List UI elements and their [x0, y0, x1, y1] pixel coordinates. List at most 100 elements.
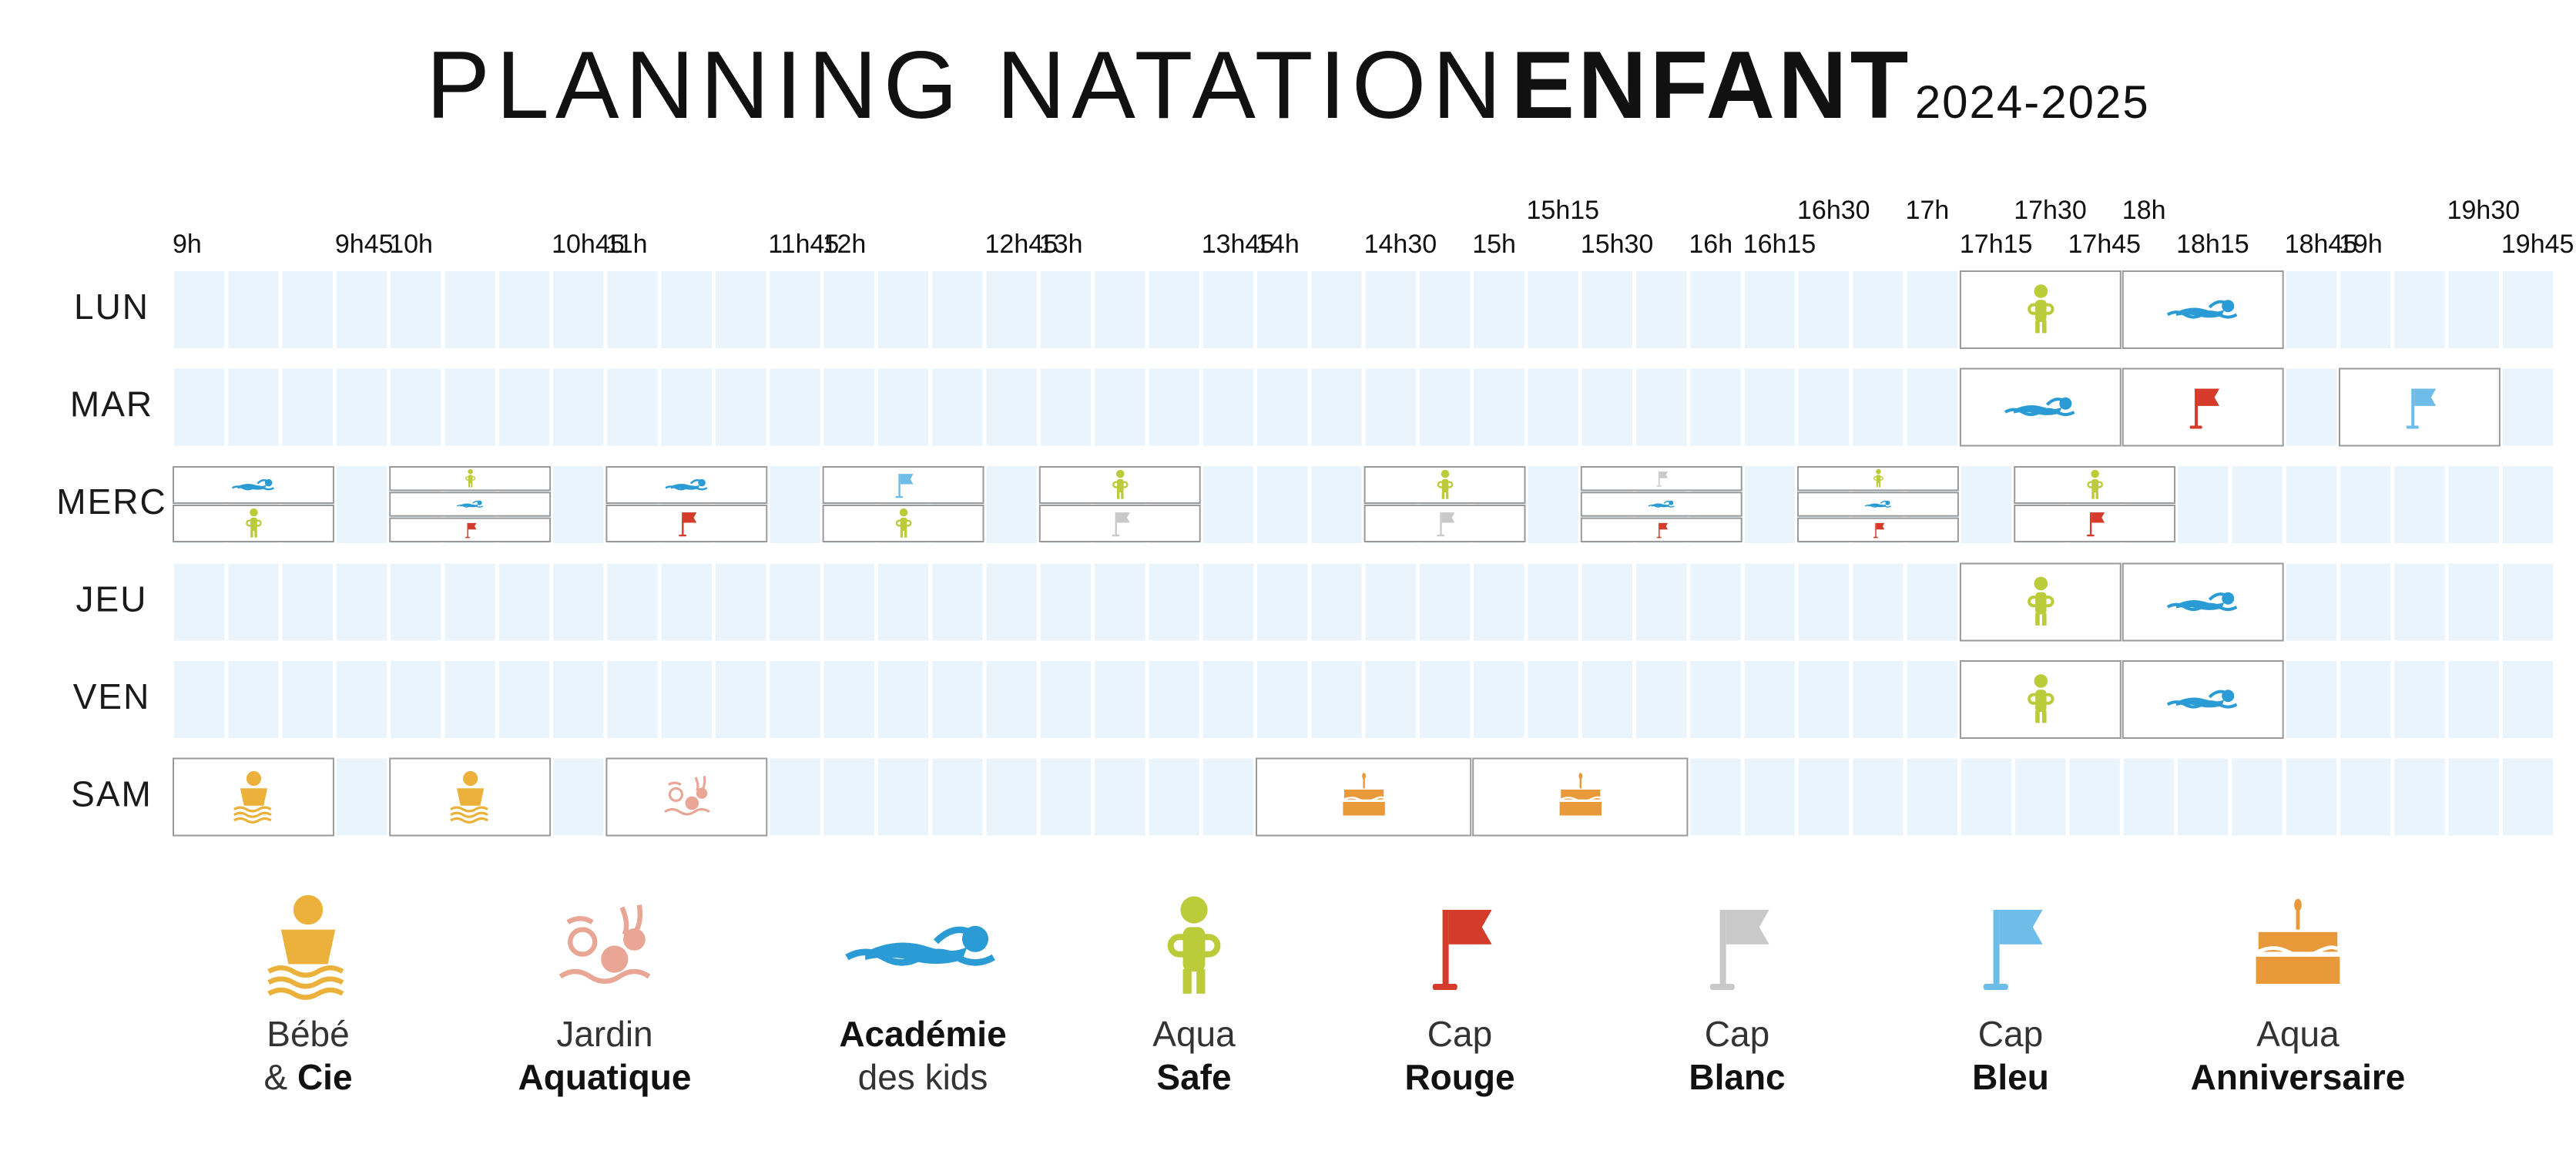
- grid-cell: [1799, 661, 1850, 738]
- grid-cell: [1040, 368, 1092, 446]
- baby-icon: [450, 770, 488, 824]
- white-flag-icon: [1656, 471, 1669, 487]
- grid-cell: [1581, 368, 1633, 446]
- grid-cell: [2286, 661, 2336, 738]
- legend-label: Bébé: [267, 1014, 350, 1054]
- legend-line1: Cap: [1321, 1012, 1598, 1055]
- day-label: MERC: [56, 482, 166, 522]
- float-ring-icon: [2087, 469, 2103, 499]
- grid-cell: [2178, 758, 2229, 836]
- grid-cell: [2502, 466, 2554, 543]
- grid-cell: [1907, 661, 1957, 738]
- baby-icon: [233, 770, 272, 824]
- grid-cell: [2286, 466, 2336, 543]
- session-rouge: [1797, 517, 1959, 543]
- grid-cell: [716, 271, 766, 348]
- grid-cell: [770, 466, 820, 543]
- grid-cell: [336, 661, 387, 738]
- grid-cell: [1311, 661, 1362, 738]
- legend-line1: Cap: [1872, 1012, 2149, 1055]
- grid-cell: [2448, 661, 2499, 738]
- grid-cell: [2178, 466, 2229, 543]
- grid-cell: [2123, 758, 2175, 836]
- grid-cell: [336, 368, 387, 446]
- blue-flag-icon: [1872, 886, 2149, 1002]
- swimmer-icon: [1864, 500, 1892, 508]
- time-label: 14h30: [1364, 230, 1437, 259]
- grid-cell: [2394, 661, 2445, 738]
- grid-cell: [1744, 758, 1795, 836]
- grid-cell: [498, 368, 550, 446]
- legend-label-bold: Anniversaire: [2190, 1057, 2406, 1097]
- grid-cell: [1419, 368, 1471, 446]
- grid-cell: [444, 271, 495, 348]
- grid-cell: [1257, 368, 1308, 446]
- grid-cell: [2340, 758, 2391, 836]
- page-title: PLANNING NATATION ENFANT 2024-2025: [0, 31, 2576, 140]
- float-ring-icon: [2028, 284, 2054, 334]
- grid-cell: [2448, 271, 2499, 348]
- legend-item-academie: Académie des kids: [784, 886, 1062, 1099]
- red-flag-icon: [465, 522, 477, 539]
- grid-cell: [2340, 563, 2391, 641]
- legend-line2: Safe: [1055, 1055, 1333, 1099]
- legend-item-rouge: Cap Rouge: [1321, 886, 1598, 1099]
- legend-label: Cap: [1977, 1014, 2044, 1054]
- grid-cell: [2232, 758, 2283, 836]
- time-label: 10h: [389, 230, 433, 259]
- legend-label-bold: Blanc: [1689, 1057, 1786, 1097]
- legend-label: Cap: [1704, 1014, 1770, 1054]
- grid-cell: [444, 563, 495, 641]
- time-label: 12h: [823, 230, 867, 259]
- grid-cell: [1040, 661, 1092, 738]
- time-label: 15h: [1472, 230, 1516, 259]
- grid-cell: [336, 466, 387, 543]
- time-label: 13h: [1039, 230, 1083, 259]
- red-flag-icon: [679, 512, 697, 537]
- legend-line1: Académie: [784, 1012, 1062, 1055]
- swimmer-icon: [2166, 300, 2238, 319]
- grid-cell: [1149, 758, 1199, 836]
- grid-cell: [553, 466, 604, 543]
- legend-item-blanc: Cap Blanc: [1598, 886, 1876, 1099]
- time-label: 17h30: [2014, 196, 2087, 225]
- baby-icon: [169, 886, 447, 1002]
- grid-cell: [1365, 368, 1416, 446]
- grid-cell: [1257, 661, 1308, 738]
- grid-cell: [282, 271, 333, 348]
- title-bold: ENFANT: [1511, 32, 1912, 139]
- grid-cell: [661, 661, 712, 738]
- swimmer-icon: [2166, 592, 2238, 612]
- time-label: 15h15: [1527, 196, 1600, 225]
- red-flag-icon: [1873, 522, 1885, 539]
- grid-cell: [986, 368, 1037, 446]
- grid-cell: [1581, 661, 1633, 738]
- time-label: 9h: [173, 230, 202, 259]
- grid-cell: [607, 368, 658, 446]
- float-ring-icon: [1055, 886, 1333, 1002]
- grid-cell: [1311, 368, 1362, 446]
- grid-cell: [661, 368, 712, 446]
- grid-cell: [553, 563, 604, 641]
- grid-cell: [1799, 563, 1850, 641]
- cake-icon: [2159, 886, 2437, 1002]
- grid-cell: [553, 758, 604, 836]
- grid-cell: [1961, 466, 2012, 543]
- grid-cell: [2286, 368, 2336, 446]
- legend-label: Aqua: [2256, 1014, 2340, 1054]
- grid-cell: [823, 661, 874, 738]
- grid-cell: [1907, 368, 1957, 446]
- grid-cell: [174, 563, 225, 641]
- grid-cell: [174, 271, 225, 348]
- legend-line1: Bébé: [169, 1012, 447, 1055]
- grid-cell: [228, 271, 279, 348]
- swimmer-icon: [784, 886, 1062, 1002]
- grid-cell: [391, 563, 441, 641]
- float-ring-icon: [2028, 674, 2054, 723]
- grid-cell: [1419, 661, 1471, 738]
- grid-cell: [2232, 466, 2283, 543]
- grid-cell: [391, 661, 441, 738]
- time-label: 17h15: [1960, 230, 2033, 259]
- blue-flag-icon: [2406, 388, 2437, 429]
